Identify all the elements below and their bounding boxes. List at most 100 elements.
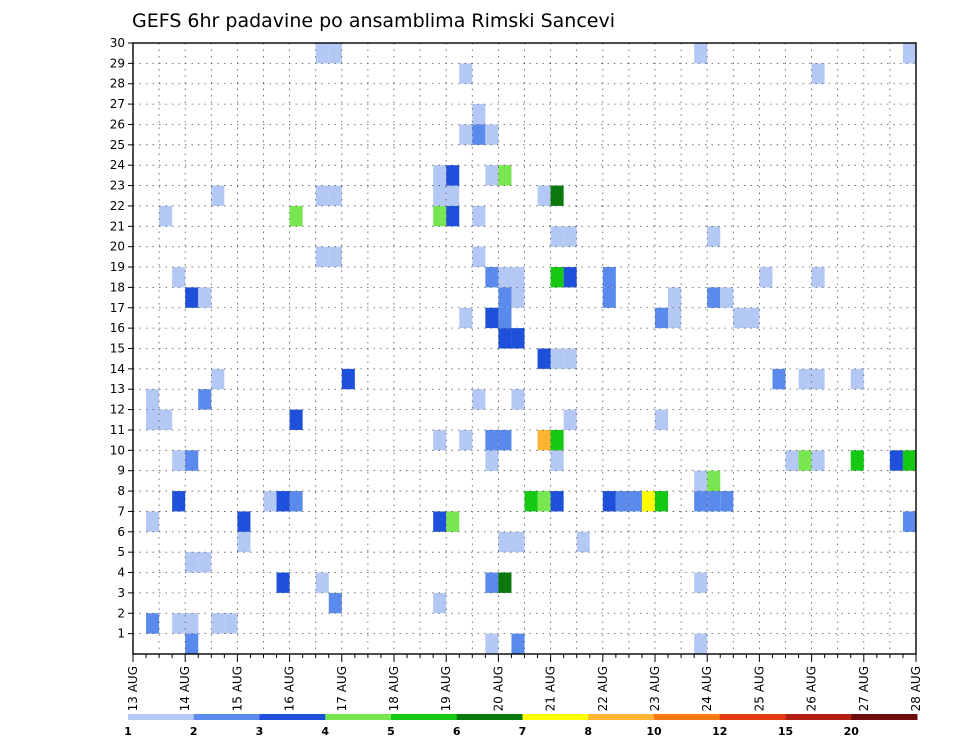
precip-cell xyxy=(185,552,199,573)
precip-cell xyxy=(576,531,590,553)
y-tick-label: 16 xyxy=(110,321,125,335)
precip-cell xyxy=(511,287,525,308)
x-tick-label: 17 AUG xyxy=(335,666,349,711)
precip-cell xyxy=(511,328,525,349)
y-tick-label: 30 xyxy=(110,36,125,50)
x-tick-label: 27 AUG xyxy=(857,666,871,711)
precip-cell xyxy=(498,287,512,308)
precip-cell xyxy=(707,470,721,492)
precip-cell xyxy=(628,491,642,512)
precip-cell xyxy=(485,572,499,593)
precip-cell xyxy=(276,491,290,512)
x-tick-label: 25 AUG xyxy=(752,666,766,711)
precip-cell xyxy=(811,267,825,288)
colorbar-label: 1 xyxy=(124,725,132,738)
precip-cell xyxy=(785,450,799,471)
colorbar-label: 3 xyxy=(256,725,264,738)
precip-cell xyxy=(707,287,721,308)
precip-cell xyxy=(341,368,355,390)
precip-cell xyxy=(563,409,577,430)
colorbar-label: 4 xyxy=(321,725,329,738)
precip-cell xyxy=(237,531,251,553)
x-tick-label: 16 AUG xyxy=(283,666,297,711)
y-tick-label: 22 xyxy=(110,199,125,213)
precip-cell xyxy=(694,633,708,654)
precip-cell xyxy=(733,307,747,329)
y-tick-label: 8 xyxy=(117,484,125,498)
x-tick-label: 13 AUG xyxy=(126,666,140,711)
precip-cell xyxy=(550,429,564,451)
precip-cell xyxy=(472,205,486,227)
precip-cell xyxy=(433,165,447,186)
y-tick-label: 11 xyxy=(110,423,125,437)
precip-cell xyxy=(811,63,825,84)
precip-cell xyxy=(159,205,173,227)
colorbar-swatch xyxy=(325,714,392,720)
precip-cell xyxy=(511,633,525,654)
y-tick-label: 1 xyxy=(117,627,125,641)
precip-cell xyxy=(707,226,721,247)
precip-cell xyxy=(498,531,512,553)
precip-cell xyxy=(485,450,499,471)
y-tick-label: 19 xyxy=(110,260,125,274)
precip-cell xyxy=(550,267,564,288)
precip-cell xyxy=(159,409,173,430)
precip-cell xyxy=(694,572,708,593)
colorbar-swatch xyxy=(259,714,326,720)
precip-cell xyxy=(433,205,447,227)
precip-cell xyxy=(172,491,186,512)
precip-cell xyxy=(694,491,708,512)
precip-cell xyxy=(433,592,447,614)
colorbar-swatch xyxy=(391,714,458,720)
precip-cell xyxy=(498,328,512,349)
precip-cell xyxy=(550,450,564,471)
precip-cell xyxy=(328,592,342,614)
x-tick-label: 20 AUG xyxy=(491,666,505,711)
precip-cell xyxy=(615,491,629,512)
precip-cell xyxy=(655,491,669,512)
precip-cell xyxy=(511,389,525,410)
precip-cell xyxy=(759,267,773,288)
precip-cell xyxy=(459,63,473,84)
precip-cell xyxy=(485,165,499,186)
colorbar-swatch xyxy=(654,714,721,720)
colorbar-label: 12 xyxy=(712,725,727,738)
precip-cell xyxy=(655,409,669,430)
y-tick-label: 15 xyxy=(110,342,125,356)
precip-cell xyxy=(498,267,512,288)
precip-cell xyxy=(211,613,225,634)
precip-cell xyxy=(563,267,577,288)
precip-cell xyxy=(668,307,682,329)
precip-cell xyxy=(224,613,238,634)
precip-cell xyxy=(289,205,303,227)
precip-cell xyxy=(146,511,160,532)
precip-cell xyxy=(550,185,564,206)
y-tick-label: 27 xyxy=(110,97,125,111)
precip-cell xyxy=(550,491,564,512)
precip-cell xyxy=(550,226,564,247)
precip-cell xyxy=(211,368,225,390)
precip-cell xyxy=(146,389,160,410)
y-tick-label: 17 xyxy=(110,301,125,315)
precip-cell xyxy=(850,450,864,471)
y-tick-label: 6 xyxy=(117,525,125,539)
precip-cell xyxy=(459,429,473,451)
precip-cell xyxy=(641,491,655,512)
precip-cell xyxy=(524,491,538,512)
precip-cell xyxy=(185,613,199,634)
precip-cell xyxy=(172,450,186,471)
precip-cell xyxy=(446,165,460,186)
precip-cell xyxy=(459,307,473,329)
colorbar-swatch xyxy=(785,714,852,720)
x-tick-label: 21 AUG xyxy=(544,666,558,711)
precip-cell xyxy=(485,124,499,145)
x-tick-label: 24 AUG xyxy=(700,666,714,711)
cell-layer xyxy=(146,43,916,654)
precip-cell xyxy=(172,267,186,288)
y-tick-label: 7 xyxy=(117,504,125,518)
y-tick-label: 12 xyxy=(110,403,125,417)
precip-cell xyxy=(902,43,916,64)
y-tick-label: 23 xyxy=(110,179,125,193)
colorbar-swatch xyxy=(851,714,918,720)
